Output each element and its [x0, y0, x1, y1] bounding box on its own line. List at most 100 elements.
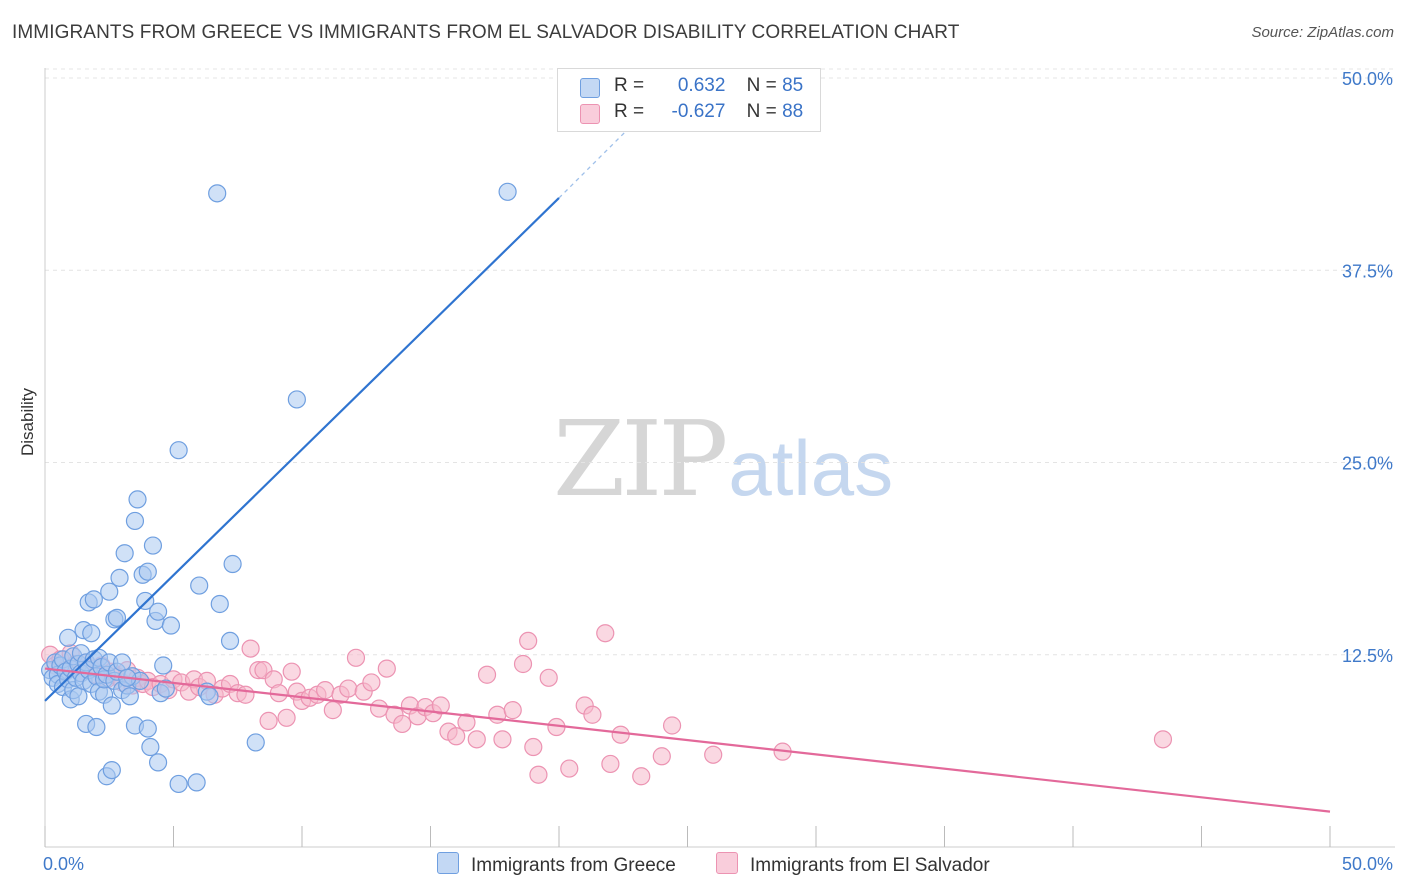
elsalvador-point — [513, 654, 533, 674]
bottom-legend-swatch-greece — [437, 852, 459, 874]
elsalvador-point — [282, 662, 301, 681]
legend-swatch-elsalvador — [580, 104, 600, 124]
greece-point — [141, 737, 160, 757]
greece-point — [120, 687, 139, 706]
elsalvador-point — [370, 699, 389, 718]
chart-title: IMMIGRANTS FROM GREECE VS IMMIGRANTS FRO… — [12, 22, 960, 43]
elsalvador-point — [583, 705, 602, 724]
greece-point — [115, 544, 134, 563]
elsalvador-point — [524, 737, 543, 757]
greece-point — [169, 441, 188, 460]
greece-point — [125, 511, 145, 531]
greece-point — [59, 628, 78, 647]
greece-point — [223, 554, 242, 574]
elsalvador-point — [493, 730, 512, 749]
elsalvador-point — [662, 716, 682, 735]
greece-point — [200, 687, 219, 706]
greece-point — [148, 753, 168, 772]
elsalvador-point — [529, 765, 548, 784]
y-tick-label: 50.0% — [1342, 69, 1393, 89]
elsalvador-point — [652, 747, 671, 766]
greece-trend-line — [44, 197, 560, 702]
elsalvador-point — [632, 767, 651, 786]
elsalvador-point — [259, 711, 278, 730]
elsalvador-point — [519, 631, 538, 651]
x-tick-label-max: 50.0% — [1342, 854, 1393, 874]
elsalvador-point — [277, 708, 296, 727]
source-label: Source: ZipAtlas.com — [1251, 24, 1394, 41]
legend-swatch-greece — [580, 78, 600, 98]
elsalvador-point — [596, 624, 615, 643]
legend-n-value-elsalvador: 88 — [782, 101, 804, 122]
bottom-legend-swatch-elsalvador — [716, 852, 738, 874]
correlation-legend: R = 0.632 N = 85 R = -0.627 N = 88 — [557, 68, 821, 132]
elsalvador-point — [393, 714, 412, 734]
greece-point — [208, 184, 227, 203]
elsalvador-point — [601, 754, 620, 774]
elsalvador-point — [346, 648, 366, 667]
greece-point — [143, 536, 163, 555]
legend-n-value-greece: 85 — [782, 75, 804, 96]
greece-point — [220, 631, 240, 651]
elsalvador-point — [236, 685, 255, 704]
y-tick-label: 12.5% — [1342, 646, 1393, 666]
elsalvador-point — [457, 713, 476, 732]
y-tick-label: 37.5% — [1342, 261, 1393, 281]
greece-point — [138, 562, 157, 581]
elsalvador-point — [1153, 730, 1173, 749]
greece-point — [148, 602, 168, 621]
greece-point — [136, 591, 155, 611]
greece-point — [138, 719, 157, 738]
elsalvador-point — [431, 696, 450, 715]
elsalvador-trend-line — [44, 667, 1331, 813]
bottom-legend-elsalvador: Immigrants from El Salvador — [716, 852, 990, 877]
greece-point — [169, 774, 188, 794]
elsalvador-point — [339, 679, 358, 698]
greece-point — [82, 624, 101, 643]
greece-point — [69, 687, 88, 706]
elsalvador-point — [503, 701, 522, 720]
bottom-legend-label-elsalvador: Immigrants from El Salvador — [750, 855, 990, 876]
greece-point — [128, 490, 147, 509]
y-tick-label: 25.0% — [1342, 454, 1393, 474]
greece-point — [84, 590, 103, 609]
greece-point — [87, 717, 106, 737]
legend-r-value-greece: 0.632 — [677, 75, 726, 96]
greece-point — [107, 608, 127, 627]
bottom-legend-greece: Immigrants from Greece — [437, 852, 676, 877]
greece-point — [190, 576, 209, 595]
y-axis-label: Disability — [18, 387, 37, 456]
legend-r-label-elsalvador: R = — [614, 101, 645, 122]
elsalvador-point — [467, 730, 486, 749]
elsalvador-point — [362, 673, 381, 692]
legend-r-value-elsalvador: -0.627 — [671, 101, 726, 122]
elsalvador-point — [447, 727, 466, 746]
greece-point — [287, 390, 306, 409]
elsalvador-point — [704, 745, 723, 764]
elsalvador-point — [477, 665, 497, 684]
greece-point — [187, 773, 206, 792]
greece-point — [102, 760, 121, 780]
greece-point — [154, 656, 173, 675]
x-tick-label-min: 0.0% — [43, 854, 84, 874]
greece-point — [498, 182, 517, 201]
greece-trend-extension — [558, 120, 637, 199]
legend-n-label-greece: N = — [746, 75, 777, 96]
elsalvador-point — [611, 725, 630, 744]
greece-point — [161, 616, 181, 635]
elsalvador-point — [539, 668, 558, 687]
elsalvador-point — [323, 701, 342, 720]
elsalvador-point — [241, 639, 260, 658]
greece-point — [110, 568, 129, 587]
legend-r-label-greece: R = — [614, 75, 645, 96]
greece-point — [156, 679, 175, 698]
greece-point — [100, 582, 119, 601]
greece-point — [210, 594, 229, 614]
bottom-legend-label-greece: Immigrants from Greece — [471, 855, 676, 876]
greece-point — [246, 733, 265, 752]
elsalvador-point — [560, 759, 579, 778]
elsalvador-point — [377, 659, 396, 678]
greece-point — [102, 696, 121, 715]
elsalvador-point — [316, 681, 335, 700]
